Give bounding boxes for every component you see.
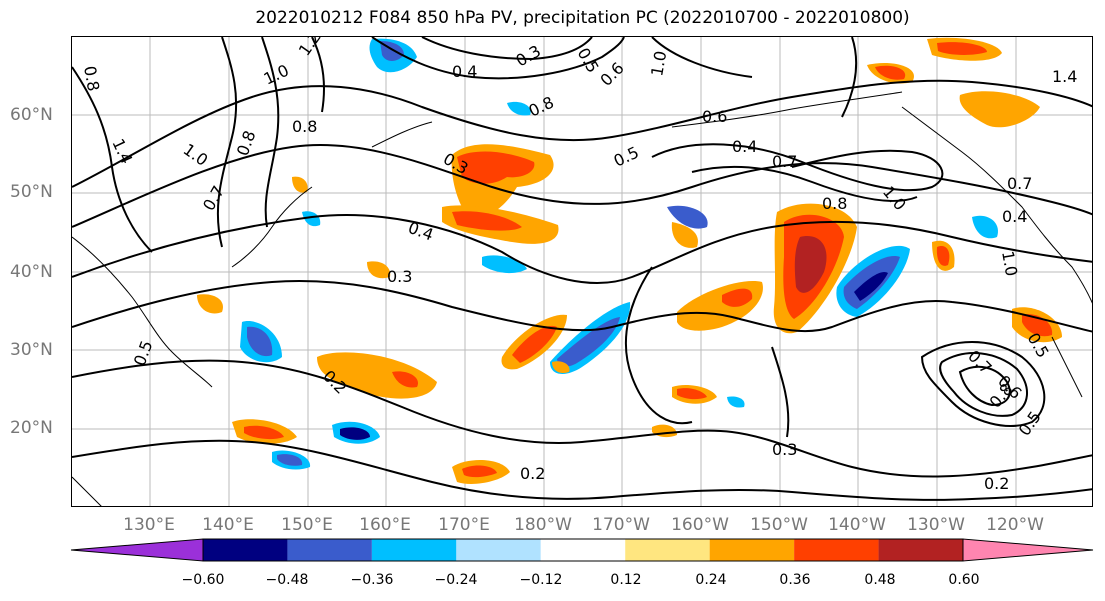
contour-label: 1.4	[1052, 67, 1077, 86]
contour-label: 0.8	[822, 194, 847, 213]
colorbar-tick: −0.36	[350, 572, 394, 588]
colorbar-segment	[371, 539, 457, 561]
contour-label: 0.8	[292, 117, 317, 136]
colorbar-tick: 0.24	[695, 572, 727, 588]
contour-label: 0.2	[520, 464, 545, 483]
contour-label: 1.4	[108, 136, 136, 167]
contour-label: 0.3	[387, 267, 412, 286]
map-canvas: 0.8 1.2 1.0 1.4 1.0 0.8 0.8 0.7 0.4 0.3 …	[72, 37, 1092, 506]
contour-label: 0.4	[1002, 207, 1027, 226]
contour-label: 0.6	[702, 107, 727, 126]
colorbar-segment	[794, 539, 879, 561]
contour-label: 0.8	[80, 64, 103, 92]
lat-label-60n: 60°N	[10, 105, 53, 125]
lon-label-160w: 160°W	[671, 515, 729, 535]
contour-label: 1.0	[647, 49, 670, 77]
contour-label: 1.0	[180, 140, 212, 170]
lon-label-150w: 150°W	[750, 515, 808, 535]
contour-label: 0.7	[964, 346, 995, 377]
pv-contours	[72, 37, 1092, 501]
colorbar-segment	[878, 539, 963, 561]
colorbar-segment	[287, 539, 372, 561]
lon-label-160e: 160°E	[359, 515, 411, 535]
contour-label: 1.0	[261, 61, 292, 89]
colorbar	[70, 538, 1094, 562]
map-title: 2022010212 F084 850 hPa PV, precipitatio…	[255, 8, 910, 28]
colorbar-tick: −0.24	[434, 572, 478, 588]
lat-label-30n: 30°N	[10, 340, 53, 360]
colorbar-segment	[709, 539, 795, 561]
precipitation-shading	[197, 37, 1062, 484]
lon-label-170w: 170°W	[592, 515, 650, 535]
contour-label: 0.7	[199, 182, 228, 214]
lon-label-140e: 140°E	[202, 515, 254, 535]
lon-label-170e: 170°E	[438, 515, 490, 535]
map-panel: 0.8 1.2 1.0 1.4 1.0 0.8 0.8 0.7 0.4 0.3 …	[71, 36, 1093, 507]
contour-label: 0.4	[406, 218, 436, 245]
lon-label-180w: 180°W	[514, 515, 572, 535]
colorbar-tick: 0.36	[779, 572, 811, 588]
lon-label-130e: 130°E	[123, 515, 175, 535]
lat-label-40n: 40°N	[10, 262, 53, 282]
contour-label: 0.8	[526, 93, 557, 121]
lat-label-20n: 20°N	[10, 418, 53, 438]
contour-label: 0.7	[1007, 174, 1032, 193]
contour-label: 0.4	[732, 137, 757, 156]
colorbar-segment	[540, 539, 626, 561]
contour-label: 0.7	[772, 152, 797, 171]
contour-label: 0.4	[452, 62, 477, 81]
colorbar-tick: 0.12	[610, 572, 642, 588]
lon-label-140w: 140°W	[828, 515, 886, 535]
colorbar-tick: −0.60	[181, 572, 225, 588]
colorbar-tick: −0.48	[265, 572, 309, 588]
coastlines	[72, 91, 1092, 506]
contour-label: 0.3	[513, 41, 545, 70]
lon-label-120w: 120°W	[986, 515, 1044, 535]
colorbar-segment	[456, 539, 541, 561]
colorbar-tick: −0.12	[519, 572, 563, 588]
colorbar-segment	[625, 539, 710, 561]
lat-label-50n: 50°N	[10, 182, 53, 202]
lon-label-150e: 150°E	[281, 515, 333, 535]
contour-label: 0.2	[984, 474, 1009, 493]
contour-label: 1.0	[998, 249, 1021, 277]
colorbar-tick: 0.60	[948, 572, 980, 588]
colorbar-segment	[203, 539, 288, 561]
contour-label: 0.5	[611, 143, 642, 171]
contour-label: 0.3	[772, 440, 797, 459]
lon-label-130w: 130°W	[907, 515, 965, 535]
colorbar-tick: 0.48	[864, 572, 896, 588]
